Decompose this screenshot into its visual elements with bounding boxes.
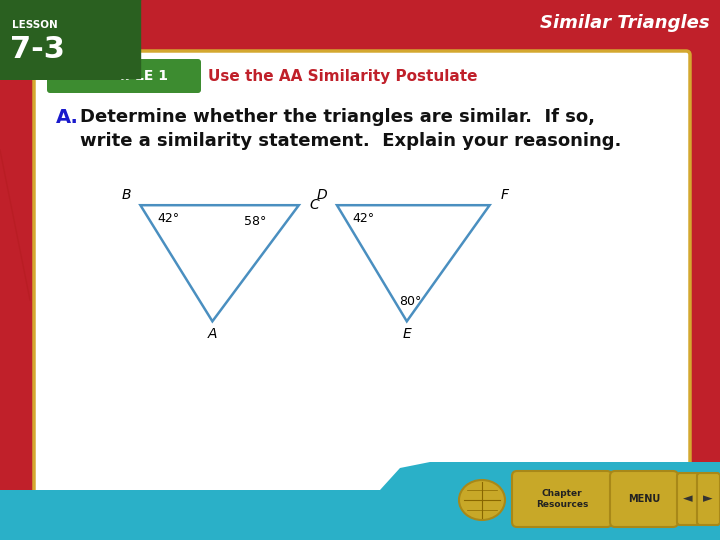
Text: Chapter
Resources: Chapter Resources bbox=[536, 489, 588, 509]
Text: A.: A. bbox=[56, 108, 79, 127]
Text: ◄: ◄ bbox=[683, 492, 693, 505]
FancyBboxPatch shape bbox=[47, 59, 201, 93]
FancyBboxPatch shape bbox=[0, 505, 720, 540]
Text: F: F bbox=[500, 188, 508, 202]
FancyBboxPatch shape bbox=[610, 471, 678, 527]
Text: E: E bbox=[402, 327, 411, 341]
FancyBboxPatch shape bbox=[677, 473, 700, 525]
Text: Determine whether the triangles are similar.  If so,
write a similarity statemen: Determine whether the triangles are simi… bbox=[80, 108, 621, 150]
Text: 42°: 42° bbox=[157, 212, 179, 225]
Text: 7-3: 7-3 bbox=[10, 35, 65, 64]
Text: A: A bbox=[207, 327, 217, 341]
FancyBboxPatch shape bbox=[34, 51, 690, 499]
Text: EXAMPLE 1: EXAMPLE 1 bbox=[80, 69, 168, 83]
Text: 58°: 58° bbox=[244, 215, 266, 228]
Text: D: D bbox=[316, 188, 327, 202]
FancyBboxPatch shape bbox=[697, 473, 720, 525]
Text: MENU: MENU bbox=[628, 494, 660, 504]
Text: C: C bbox=[310, 198, 320, 212]
Text: LESSON: LESSON bbox=[12, 20, 58, 30]
Text: 42°: 42° bbox=[353, 212, 375, 225]
FancyBboxPatch shape bbox=[0, 0, 122, 80]
Text: Use the AA Similarity Postulate: Use the AA Similarity Postulate bbox=[208, 69, 477, 84]
FancyBboxPatch shape bbox=[0, 490, 720, 540]
Ellipse shape bbox=[459, 480, 505, 520]
Text: B: B bbox=[122, 188, 131, 202]
FancyBboxPatch shape bbox=[512, 471, 612, 527]
Text: ►: ► bbox=[703, 492, 713, 505]
Text: Similar Triangles: Similar Triangles bbox=[541, 14, 710, 32]
Polygon shape bbox=[0, 462, 720, 540]
Text: 80°: 80° bbox=[400, 295, 422, 308]
